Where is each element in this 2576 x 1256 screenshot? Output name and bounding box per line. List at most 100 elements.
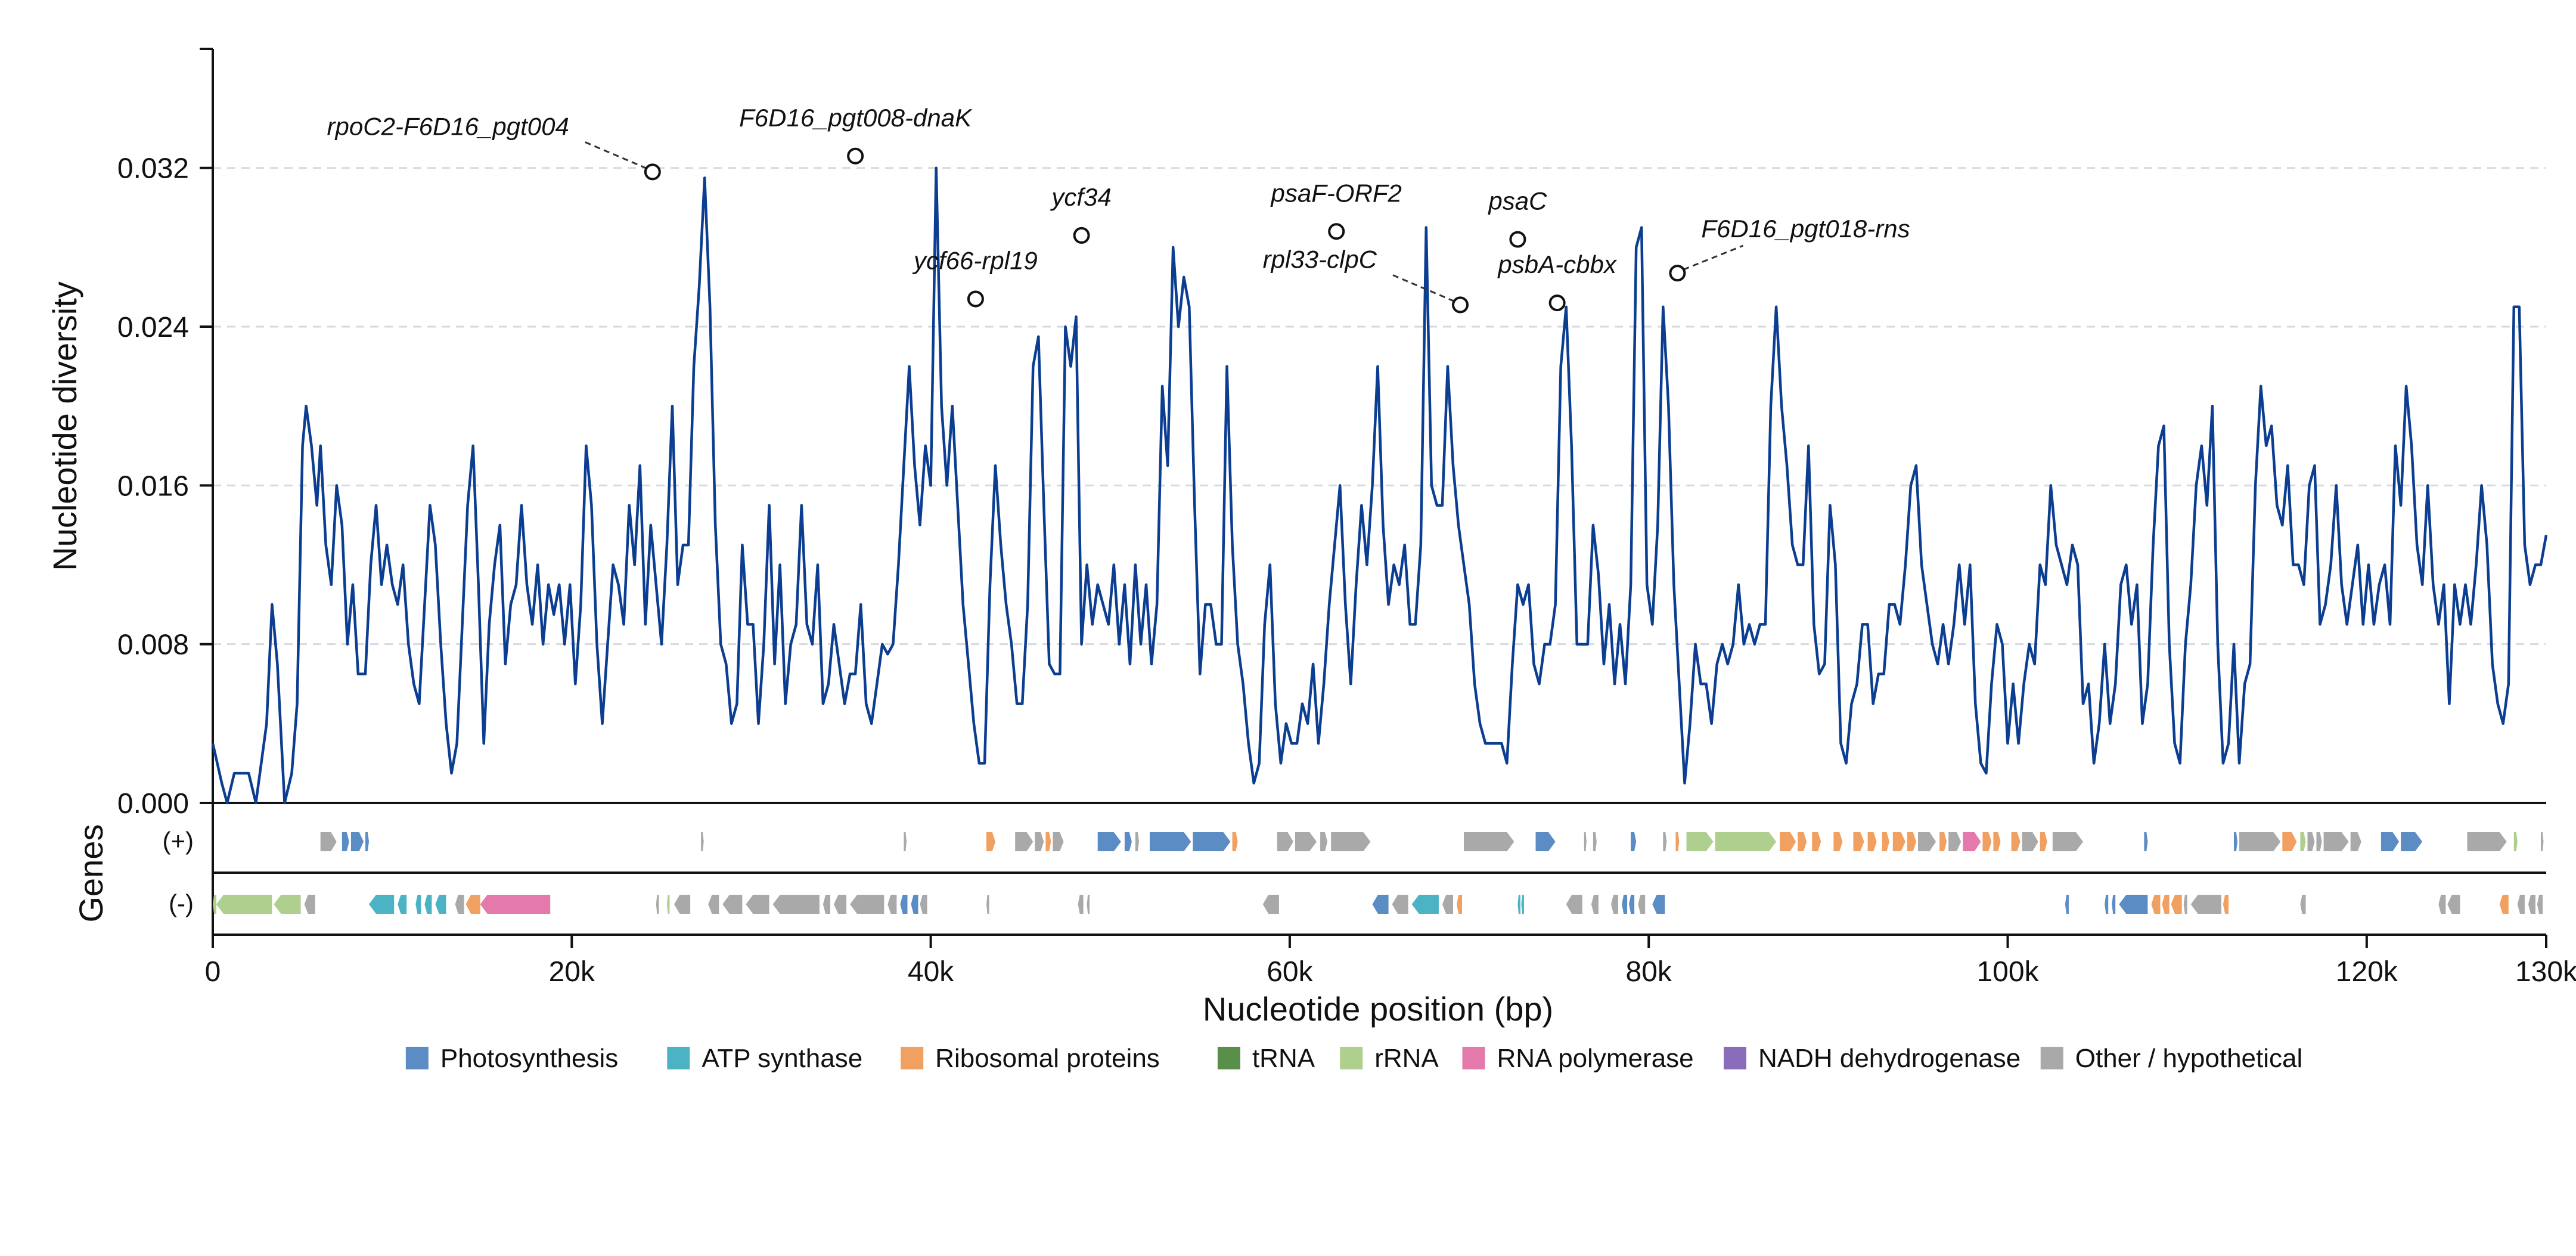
legend-swatch	[1340, 1047, 1363, 1069]
gene-plus-strand	[1993, 832, 2001, 851]
gene-minus-strand	[850, 895, 884, 914]
gene-plus-strand	[1853, 832, 1864, 851]
x-tick-label: 80k	[1626, 956, 1672, 988]
gene-plus-strand	[1277, 832, 1293, 851]
legend-label: Other / hypothetical	[2075, 1044, 2303, 1073]
gene-plus-strand	[2234, 832, 2237, 851]
gene-minus-strand	[1411, 895, 1439, 914]
gene-minus-strand	[674, 895, 691, 914]
peak-marker	[1452, 296, 1469, 314]
gene-minus-strand	[2499, 895, 2509, 914]
legend-swatch	[1462, 1047, 1485, 1069]
gene-plus-strand	[1833, 832, 1843, 851]
gene-minus-strand	[911, 895, 918, 914]
gene-minus-strand	[398, 895, 407, 914]
gene-plus-strand	[904, 832, 907, 851]
gene-plus-strand	[1892, 832, 1905, 851]
peak-label: F6D16_pgt008-dnaK	[739, 104, 973, 132]
gene-plus-strand	[2401, 832, 2423, 851]
gene-plus-strand	[1124, 832, 1132, 851]
gene-minus-strand	[1442, 895, 1453, 914]
gene-plus-strand	[2350, 832, 2361, 851]
strand-label-plus: (+)	[163, 827, 194, 855]
gene-plus-strand	[350, 832, 364, 851]
gene-plus-strand	[1045, 832, 1051, 851]
x-tick-label: 100k	[1976, 956, 2039, 988]
gene-plus-strand	[1035, 832, 1044, 851]
gene-minus-strand	[1591, 895, 1599, 914]
peak-label: psaF-ORF2	[1270, 179, 1402, 207]
legend-swatch	[405, 1047, 429, 1069]
legend-label: tRNA	[1252, 1044, 1315, 1073]
gene-minus-strand	[1087, 895, 1090, 914]
peak-marker	[1509, 231, 1526, 248]
x-tick-label: 60k	[1267, 956, 1313, 988]
gene-plus-strand	[2144, 832, 2148, 851]
gene-minus-strand	[920, 895, 927, 914]
gene-minus-strand	[986, 895, 989, 914]
gene-minus-strand	[2528, 895, 2535, 914]
legend-label: Photosynthesis	[440, 1044, 618, 1073]
gene-minus-strand	[2171, 895, 2182, 914]
gene-plus-strand	[2513, 832, 2518, 851]
gene-plus-strand	[1867, 832, 1877, 851]
y-tick-label: 0.032	[117, 153, 189, 185]
peak-marker	[967, 290, 984, 308]
legend-swatch	[1217, 1047, 1240, 1069]
gene-minus-strand	[2105, 895, 2109, 914]
gene-plus-strand	[1584, 832, 1587, 851]
gene-minus-strand	[900, 895, 908, 914]
gene-minus-strand	[2112, 895, 2116, 914]
peak-label: rpoC2-F6D16_pgt004	[327, 112, 569, 140]
gene-minus-strand	[2162, 895, 2170, 914]
y-tick-label: 0.024	[117, 312, 189, 343]
gene-plus-strand	[1150, 832, 1191, 851]
gene-minus-strand	[304, 895, 315, 914]
gene-plus-strand	[320, 832, 337, 851]
gene-minus-strand	[2300, 895, 2306, 914]
gene-plus-strand	[1882, 832, 1889, 851]
gene-minus-strand	[455, 895, 464, 914]
gene-minus-strand	[2447, 895, 2460, 914]
gene-minus-strand	[1372, 895, 1389, 914]
x-tick-label: 20k	[549, 956, 595, 988]
peak-marker	[847, 147, 864, 165]
gene-plus-strand	[986, 832, 995, 851]
gene-minus-strand	[2183, 895, 2187, 914]
legend-label: rRNA	[1374, 1044, 1439, 1073]
gene-plus-strand	[1798, 832, 1807, 851]
gene-minus-strand	[2223, 895, 2229, 914]
gene-minus-strand	[708, 895, 719, 914]
gene-minus-strand	[887, 895, 897, 914]
gene-plus-strand	[1907, 832, 1916, 851]
gene-plus-strand	[1593, 832, 1597, 851]
gene-plus-strand	[1812, 832, 1821, 851]
peak-label: F6D16_pgt018-rns	[1701, 215, 1910, 243]
gene-plus-strand	[701, 832, 704, 851]
gene-plus-strand	[1015, 832, 1033, 851]
gene-plus-strand	[1675, 832, 1680, 851]
x-tick-label: 0	[205, 956, 221, 988]
gene-minus-strand	[2190, 895, 2221, 914]
peak-marker	[1548, 294, 1566, 312]
gene-minus-strand	[415, 895, 421, 914]
gene-plus-strand	[1631, 832, 1637, 851]
gene-plus-strand	[2040, 832, 2047, 851]
gene-minus-strand	[216, 895, 272, 914]
peak-label: ycf66-rpl19	[912, 246, 1038, 274]
gene-plus-strand	[2239, 832, 2281, 851]
gene-plus-strand	[2022, 832, 2038, 851]
legend: Photosynthesis ATP synthase Ribosomal prot…	[405, 1044, 2303, 1073]
gene-plus-strand	[1097, 832, 1121, 851]
gene-minus-strand	[1611, 895, 1618, 914]
gene-minus-strand	[369, 895, 395, 914]
grid-lines	[213, 167, 2546, 646]
gene-plus-strand	[2381, 832, 2400, 851]
gene-minus-strand	[480, 895, 551, 914]
legend-label: ATP synthase	[702, 1044, 862, 1073]
peak-label: psbA-cbbx	[1497, 250, 1617, 278]
diversity-series-line	[211, 166, 2548, 805]
gene-minus-strand	[424, 895, 432, 914]
gene-minus-strand	[213, 895, 216, 914]
gene-plus-strand	[1948, 832, 1962, 851]
